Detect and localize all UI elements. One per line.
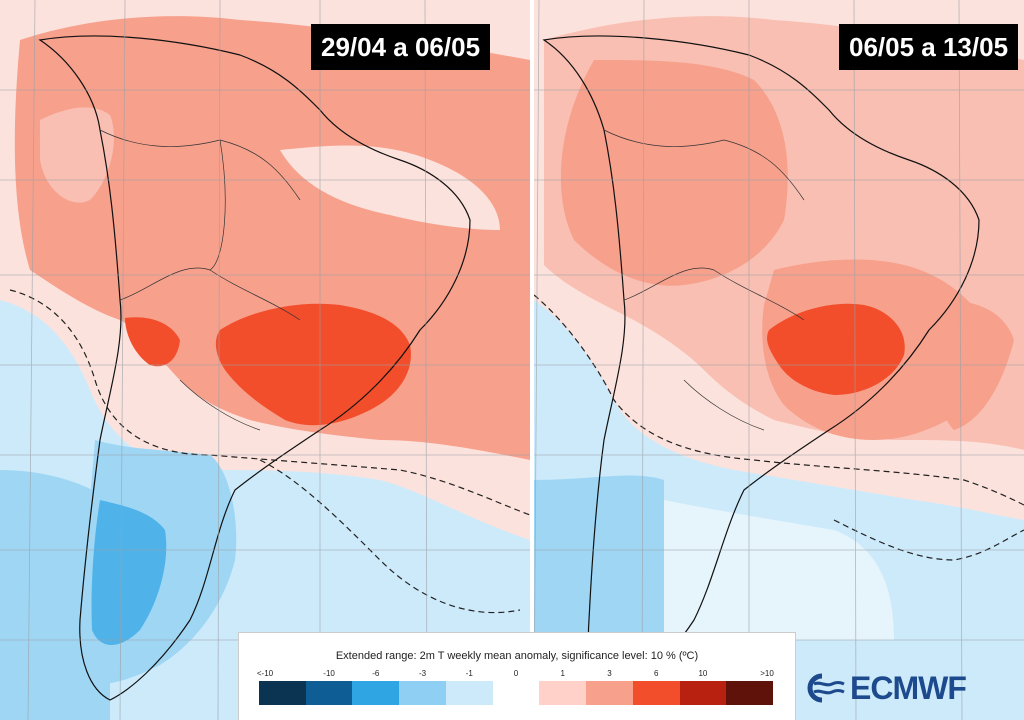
- legend-swatch: [399, 681, 446, 705]
- legend-tick-label: 0: [513, 669, 519, 678]
- legend-ticks: <-10 -10 -6 -3 -1 0 1 3 6 10 >10: [239, 669, 795, 689]
- ecmwf-logo-text: ECMWF: [850, 669, 967, 706]
- legend-tick-label: -6: [372, 669, 380, 678]
- date-range-label-left: 29/04 a 06/05: [311, 24, 491, 70]
- map-panel-right: [534, 0, 1024, 720]
- legend-swatch: [539, 681, 587, 705]
- legend-swatch: [726, 681, 774, 705]
- anomaly-map-left: [0, 0, 530, 720]
- legend-swatch: [352, 681, 400, 705]
- legend-colorbar: [259, 681, 774, 705]
- colorbar-legend: Extended range: 2m T weekly mean anomaly…: [238, 632, 796, 720]
- legend-tick-label: 3: [607, 669, 612, 678]
- legend-title: Extended range: 2m T weekly mean anomaly…: [335, 650, 699, 662]
- legend-tick-label: -3: [418, 669, 427, 678]
- legend-tick-label: 6: [653, 669, 659, 678]
- ecmwf-logo: ECMWF: [800, 669, 967, 706]
- legend-tick-label: -1: [465, 669, 473, 678]
- legend-swatch: [679, 681, 727, 705]
- legend-tick-label: <-10: [256, 669, 274, 678]
- legend-swatch: [445, 681, 493, 705]
- panel-divider: [530, 0, 534, 720]
- date-range-label-right: 06/05 a 13/05: [839, 24, 1019, 70]
- ecmwf-logo-icon: [807, 673, 845, 703]
- legend-tick-label: 1: [560, 669, 565, 678]
- legend-tick-label: 10: [698, 669, 708, 678]
- legend-swatch: [492, 681, 540, 705]
- legend-tick-label: >10: [760, 669, 774, 678]
- legend-swatch: [632, 681, 680, 705]
- legend-swatch: [586, 681, 633, 705]
- anomaly-map-right: [534, 0, 1024, 720]
- map-panel-left: 29/04 a 06/05: [0, 0, 530, 720]
- legend-tick-label: -10: [323, 669, 335, 678]
- legend-swatch: [259, 681, 306, 705]
- legend-swatch: [305, 681, 353, 705]
